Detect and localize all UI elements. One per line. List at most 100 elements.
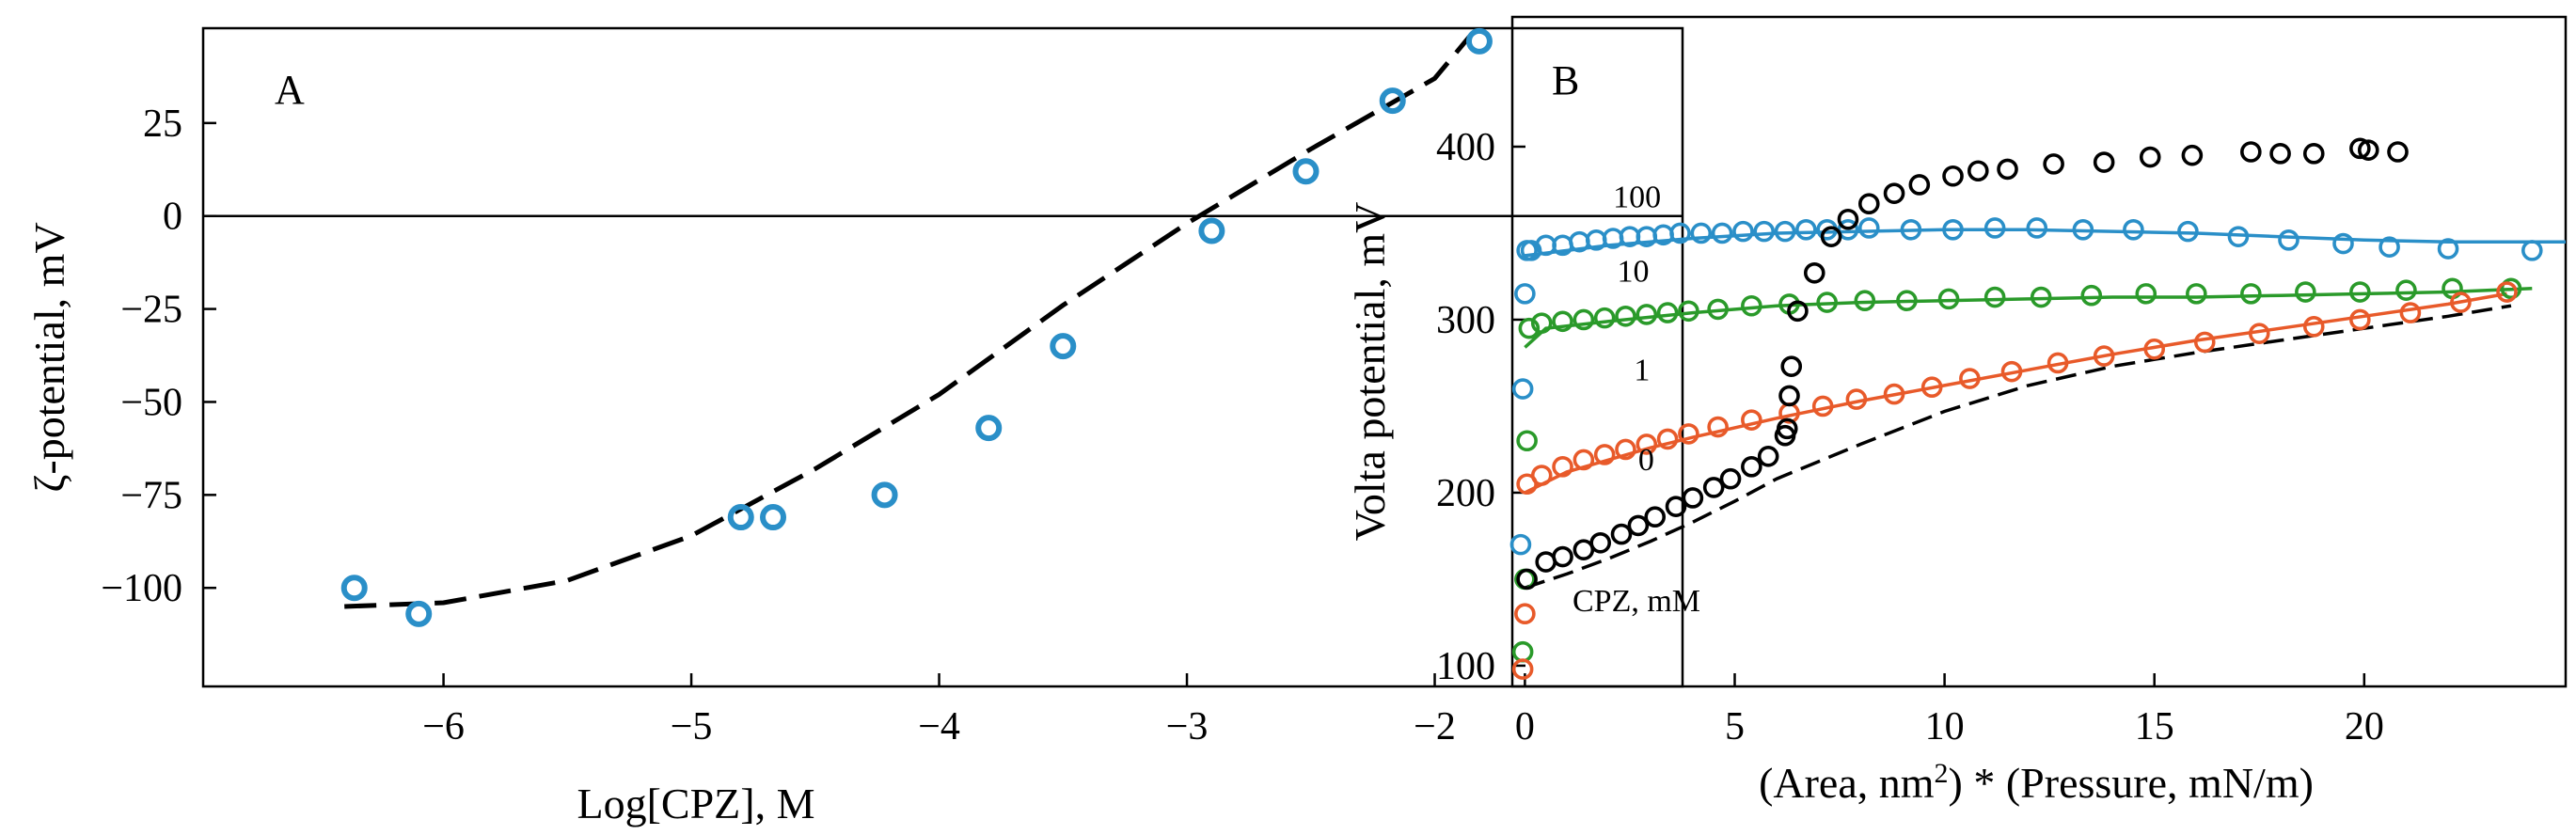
panel-b-data-point-1	[1593, 444, 1616, 465]
panel-b-data-point-0	[1857, 193, 1880, 214]
panel-b-data-point-0	[1741, 456, 1762, 478]
panel-b-data-point-10	[1816, 291, 1838, 313]
panel-b-legend-title: CPZ, mM	[1572, 584, 1700, 619]
panel-a-y-tick-label: −50	[120, 381, 182, 424]
panel-b-curve-label-1: 1	[1634, 353, 1650, 387]
panel-b-data-point-10	[1552, 310, 1573, 333]
panel-b-data-point-1	[1514, 603, 1536, 625]
panel-b-data-point-1	[2093, 345, 2115, 367]
panel-b-data-point-1	[1883, 383, 1905, 405]
panel-a-x-tick-label: −4	[918, 705, 960, 748]
panel-b-data-point-1	[1920, 376, 1943, 399]
panel-b-data-point-1	[2349, 308, 2371, 331]
panel-b-data-point-1	[2248, 323, 2270, 344]
panel-b-data-point-0	[1589, 531, 1612, 554]
panel-b-data-point-100	[1900, 218, 1922, 241]
panel-a-data-point	[1379, 87, 1406, 115]
panel-b-data-point-1	[1656, 428, 1679, 450]
panel-a-x-tick-label: −3	[1166, 705, 1209, 748]
panel-a-data-point	[975, 415, 1003, 442]
panel-b-data-point-0	[1682, 487, 1704, 509]
panel-b-data-point-100	[1753, 220, 1776, 243]
panel-b-data-point-1	[1511, 658, 1534, 680]
panel-b-data-point-100	[1857, 217, 1880, 239]
panel-b-data-point-0	[2302, 143, 2325, 165]
panel-b-data-point-10	[1937, 288, 1960, 310]
panel-a-data-point	[340, 575, 368, 602]
panel-b-data-point-1	[2399, 302, 2422, 323]
panel-b-data-point-0	[1644, 506, 1667, 528]
panel-b-data-point-0	[2357, 139, 2379, 161]
panel-b-data-point-0	[1516, 568, 1538, 591]
panel-b-data-point-0	[1610, 523, 1633, 545]
panel-b-data-point-100	[1669, 222, 1691, 244]
panel-b-data-point-10	[1593, 307, 1616, 329]
panel-a-y-tick-label: −100	[101, 567, 182, 610]
panel-b-data-point-1	[1530, 465, 1553, 486]
panel-b-data-point-0	[1883, 182, 1905, 204]
panel-b-x-tick-label: 15	[2135, 705, 2174, 748]
panel-a-letter: A	[275, 67, 305, 113]
panel-b-x-axis-label-main: (Area, nm	[1759, 759, 1935, 807]
panel-a-y-tick-label: 0	[163, 196, 182, 239]
panel-b-data-point-10	[1516, 430, 1538, 452]
panel-b-data-point-0	[1908, 174, 1931, 196]
panel-b-data-point-100	[1795, 218, 1817, 241]
panel-b-data-point-100	[1509, 533, 1532, 556]
panel-b-data-point-100	[2026, 217, 2048, 239]
panel-a-data-point	[1198, 217, 1225, 244]
panel-b-data-point-0	[2387, 141, 2409, 163]
panel-b-letter: B	[1552, 57, 1579, 103]
panel-b-data-point-1	[1707, 416, 1729, 438]
panel-b-data-point-0	[1803, 261, 1825, 284]
panel-b-fit-curve-1	[1524, 291, 2507, 495]
panel-b-curve-label-100: 100	[1613, 180, 1661, 214]
panel-b-data-point-10	[2080, 284, 2103, 307]
panel-b-data-point-100	[2332, 232, 2354, 255]
panel-b-data-point-1	[2193, 331, 2216, 354]
panel-b-y-tick-label: 100	[1436, 645, 1495, 688]
panel-b-fit-curve-0	[1524, 304, 2512, 590]
panel-b-data-point-0	[2093, 151, 2115, 173]
panel-b-data-point-0	[1719, 467, 1742, 490]
panel-b-y-tick-label: 200	[1436, 472, 1495, 515]
panel-b-data-point-100	[2521, 240, 2543, 261]
panel-b-data-point-100	[1514, 283, 1536, 305]
panel-b-y-tick-label: 300	[1436, 299, 1495, 342]
panel-b-data-point-10	[2349, 281, 2371, 303]
panel-b-data-point-100	[1732, 220, 1754, 243]
panel-a-x-tick-label: −6	[422, 705, 465, 748]
panel-b-data-point-10	[1636, 304, 1658, 325]
panel-b-data-point-0	[1787, 300, 1809, 323]
panel-b-data-point-1	[2496, 281, 2518, 303]
panel-a-data-point	[1292, 158, 1320, 185]
panel-b-data-point-0	[2139, 146, 2161, 168]
panel-b-data-point-10	[1615, 305, 1636, 327]
panel-b-data-point-10	[1741, 294, 1762, 317]
panel-a-frame	[201, 26, 1684, 688]
panel-b-data-point-100	[2227, 226, 2250, 247]
panel-b-y-tick-label: 400	[1436, 126, 1495, 169]
panel-b-curve-label-10: 10	[1618, 254, 1650, 289]
panel-b-data-point-10	[1518, 317, 1541, 339]
panel-b-data-point-10	[1896, 290, 1918, 312]
panel-b-data-point-0	[2181, 144, 2204, 166]
panel-b-y-axis-label: Volta potential, mV	[1346, 202, 1394, 542]
panel-b-data-point-0	[1776, 418, 1798, 440]
panel-a-data-point	[405, 600, 433, 627]
panel-b-data-point-1	[1959, 368, 1981, 389]
panel-b-data-point-100	[1983, 217, 2006, 239]
panel-b-data-point-0	[1702, 477, 1725, 498]
panel-b-data-point-1	[2143, 338, 2166, 360]
panel-b-x-tick-label: 5	[1725, 705, 1745, 748]
panel-b-data-point-100	[1511, 378, 1534, 400]
panel-a-y-tick-label: 25	[143, 102, 182, 146]
panel-b-data-point-1	[1636, 433, 1658, 455]
panel-b-data-point-100	[2278, 229, 2299, 251]
panel-b-data-point-0	[1552, 545, 1573, 568]
panel-b-data-point-0	[1820, 226, 1842, 247]
panel-a-y-tick-label: −25	[120, 289, 182, 332]
panel-b-data-point-10	[2240, 283, 2262, 305]
